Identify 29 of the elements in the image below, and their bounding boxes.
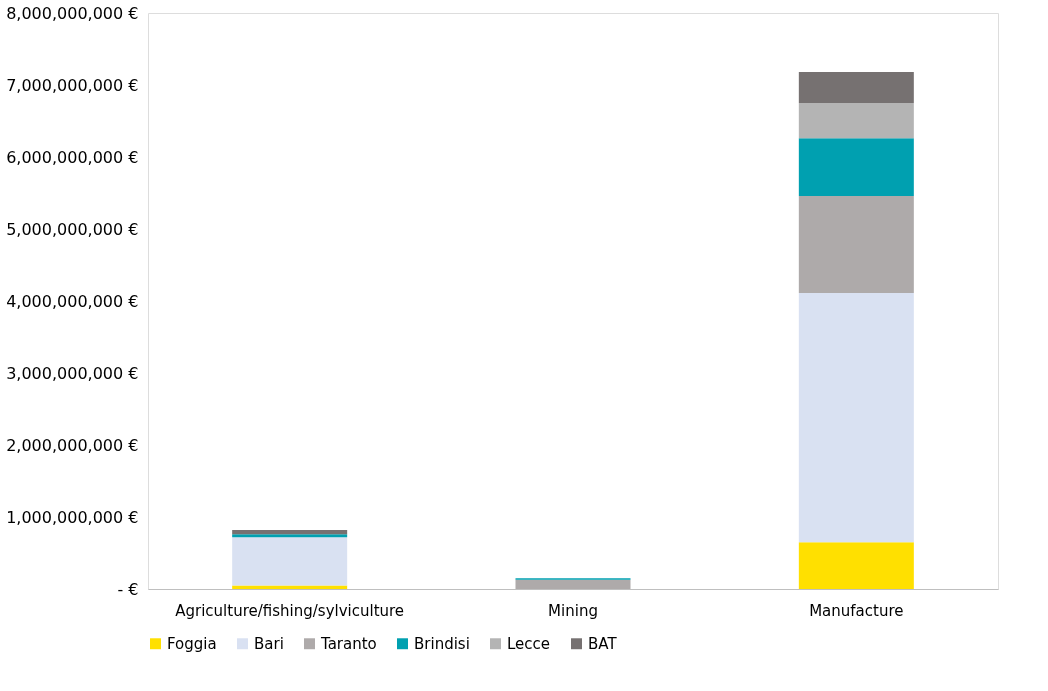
x-tick-label: Mining <box>548 601 598 620</box>
x-tick-label: Manufacture <box>809 601 904 620</box>
legend-label: Lecce <box>507 634 551 653</box>
bar <box>798 103 914 139</box>
bar <box>798 542 914 589</box>
bar <box>798 72 914 103</box>
bar <box>798 293 914 543</box>
legend-label: Brindisi <box>414 634 470 653</box>
y-tick-label: 8,000,000,000 € <box>6 3 139 23</box>
y-tick-label: 5,000,000,000 € <box>6 219 139 239</box>
legend-label: Bari <box>254 634 284 653</box>
y-tick-label: 2,000,000,000 € <box>6 435 139 455</box>
y-tick-label: 1,000,000,000 € <box>6 507 139 527</box>
bar <box>232 534 348 538</box>
legend-label: BAT <box>588 634 618 653</box>
bar <box>232 537 348 586</box>
bar <box>515 579 631 589</box>
y-tick-label: 3,000,000,000 € <box>6 363 139 383</box>
bar <box>232 529 348 535</box>
legend-label: Taranto <box>320 634 377 653</box>
x-tick-label: Agriculture/fishing/sylviculture <box>175 601 405 620</box>
y-tick-label: 7,000,000,000 € <box>6 75 139 95</box>
bar <box>232 585 348 589</box>
y-tick-label: - € <box>117 579 139 599</box>
bar <box>798 138 914 196</box>
legend-label: Foggia <box>167 634 217 653</box>
y-tick-label: 6,000,000,000 € <box>6 147 139 167</box>
y-tick-label: 4,000,000,000 € <box>6 291 139 311</box>
bar <box>798 195 914 294</box>
